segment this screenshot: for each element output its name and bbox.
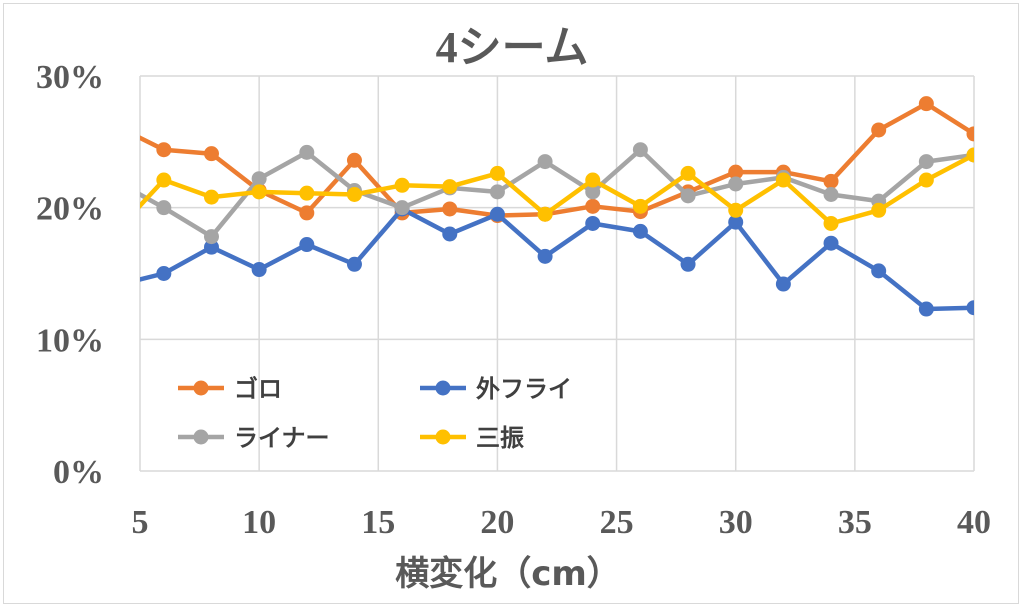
data-point	[823, 173, 839, 189]
data-point	[823, 235, 839, 251]
data-point	[871, 122, 887, 138]
data-point	[585, 198, 601, 214]
data-point	[585, 172, 601, 188]
data-point	[299, 144, 315, 160]
data-point	[489, 184, 505, 200]
chart-frame	[3, 3, 1019, 604]
data-point	[442, 226, 458, 242]
x-tick-label: 10	[242, 504, 276, 541]
gridlines	[139, 75, 975, 472]
data-point	[346, 152, 362, 168]
series-group	[109, 96, 974, 317]
series-4	[109, 147, 974, 239]
legend-marker	[193, 429, 209, 445]
data-point	[966, 147, 974, 163]
data-point	[632, 198, 648, 214]
x-tick-label: 25	[600, 504, 634, 541]
data-point	[537, 248, 553, 264]
data-point	[489, 206, 505, 222]
legend-label: ライナー	[234, 424, 330, 452]
y-tick-label: 10%	[36, 322, 104, 359]
data-point	[680, 256, 696, 272]
legend-item: ライナー	[178, 424, 330, 452]
data-point	[823, 215, 839, 231]
data-point	[156, 172, 172, 188]
data-point	[728, 202, 744, 218]
data-point	[918, 96, 934, 112]
data-point	[251, 184, 267, 200]
data-point	[299, 205, 315, 221]
legend-marker	[435, 380, 451, 396]
x-tick-label: 5	[132, 504, 149, 541]
data-point	[823, 187, 839, 202]
data-point	[871, 202, 887, 218]
legend-marker	[435, 429, 451, 445]
data-point	[156, 200, 172, 216]
data-point	[156, 266, 172, 281]
data-point	[632, 142, 648, 158]
x-tick-label: 30	[719, 504, 753, 541]
data-point	[489, 165, 505, 181]
x-tick-label: 35	[838, 504, 872, 541]
data-point	[918, 154, 934, 170]
data-point	[203, 239, 219, 255]
legend-item: ゴロ	[178, 375, 282, 403]
data-point	[251, 171, 267, 187]
legend-label: 外フライ	[476, 375, 572, 403]
legend-label: 三振	[476, 424, 524, 452]
data-point	[394, 200, 410, 216]
data-point	[966, 126, 974, 142]
data-point	[632, 223, 648, 239]
legend-item: 三振	[420, 424, 524, 452]
data-point	[537, 154, 553, 170]
data-point	[299, 185, 315, 201]
data-point	[203, 229, 219, 245]
data-point	[728, 176, 744, 192]
data-point	[871, 263, 887, 279]
data-point	[109, 119, 124, 134]
x-tick-label: 40	[957, 504, 991, 541]
y-tick-label: 0%	[53, 454, 104, 491]
legend-item: 外フライ	[420, 375, 572, 403]
data-point	[918, 301, 934, 317]
x-axis-label: 横変化（cm）	[395, 554, 621, 594]
data-point	[966, 300, 974, 316]
data-point	[109, 224, 124, 239]
data-point	[346, 256, 362, 272]
chart-title: 4シーム	[436, 23, 589, 72]
data-point	[251, 262, 267, 278]
data-point	[203, 146, 219, 162]
data-point	[346, 187, 362, 202]
data-point	[585, 215, 601, 231]
data-point	[394, 177, 410, 193]
legend-marker	[193, 380, 209, 396]
data-point	[299, 237, 315, 253]
x-axis-ticks: 5 10 15 20 25 30 35 40	[132, 504, 992, 541]
data-point	[775, 276, 791, 292]
y-tick-label: 20%	[36, 191, 104, 228]
data-point	[680, 165, 696, 181]
data-point	[918, 172, 934, 188]
x-tick-label: 20	[480, 504, 514, 541]
y-tick-label: 30%	[36, 59, 104, 96]
y-axis-ticks: 0% 10% 20% 30%	[36, 59, 104, 491]
series-2	[109, 201, 974, 317]
data-point	[728, 164, 744, 180]
x-tick-label: 15	[361, 504, 395, 541]
data-point	[442, 179, 458, 195]
data-point	[109, 174, 124, 189]
data-point	[680, 188, 696, 204]
data-point	[109, 278, 124, 293]
data-point	[585, 184, 601, 200]
data-point	[156, 142, 172, 158]
data-point	[203, 189, 219, 205]
data-point	[442, 201, 458, 217]
data-point	[728, 214, 744, 230]
legend-label: ゴロ	[234, 375, 282, 403]
data-point	[537, 206, 553, 222]
data-point	[775, 172, 791, 188]
